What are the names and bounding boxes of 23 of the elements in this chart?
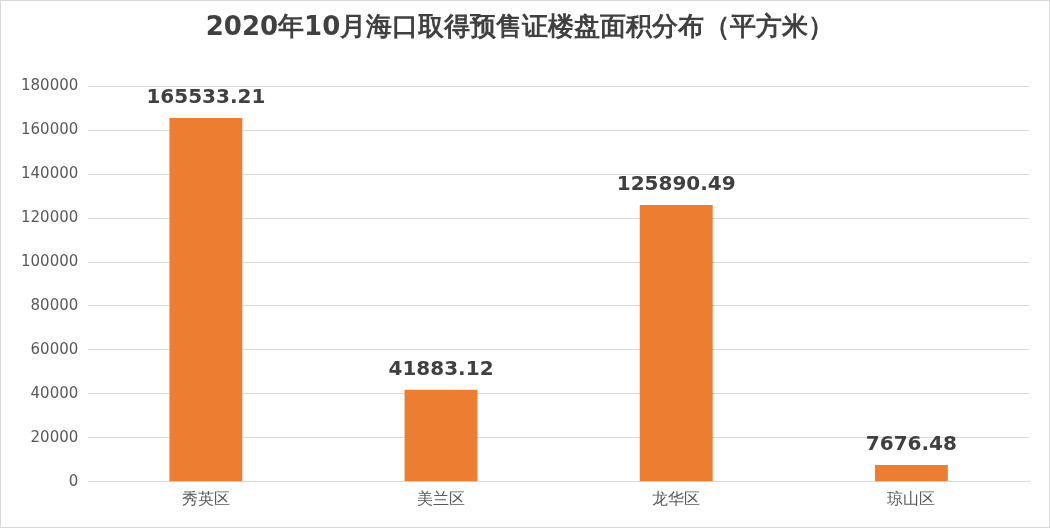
y-tick-label: 120000	[21, 207, 79, 226]
chart-title: 2020年10月海口取得预售证楼盘面积分布（平方米）	[205, 11, 835, 42]
x-tick-label: 秀英区	[181, 488, 230, 508]
bar	[639, 205, 713, 482]
y-tick-label: 80000	[30, 295, 79, 314]
x-tick-label: 龙华区	[652, 488, 701, 508]
y-tick-label: 140000	[21, 164, 79, 182]
y-tick-label: 20000	[30, 427, 79, 446]
y-tick-label: 160000	[21, 120, 79, 139]
bar	[874, 464, 948, 482]
data-label: 41883.12	[388, 355, 494, 380]
data-label: 7676.48	[865, 431, 957, 456]
y-tick-label: 100000	[21, 251, 79, 270]
bar	[169, 118, 243, 482]
bar	[404, 389, 478, 482]
x-tick-label: 琼山区	[887, 488, 936, 508]
x-tick-label: 美兰区	[417, 488, 466, 508]
data-label: 165533.21	[146, 84, 266, 109]
data-label: 125890.49	[616, 171, 736, 196]
y-tick-label: 180000	[21, 76, 79, 95]
y-tick-label: 60000	[30, 339, 79, 358]
y-tick-label: 40000	[30, 383, 79, 402]
y-tick-label: 0	[68, 471, 79, 490]
